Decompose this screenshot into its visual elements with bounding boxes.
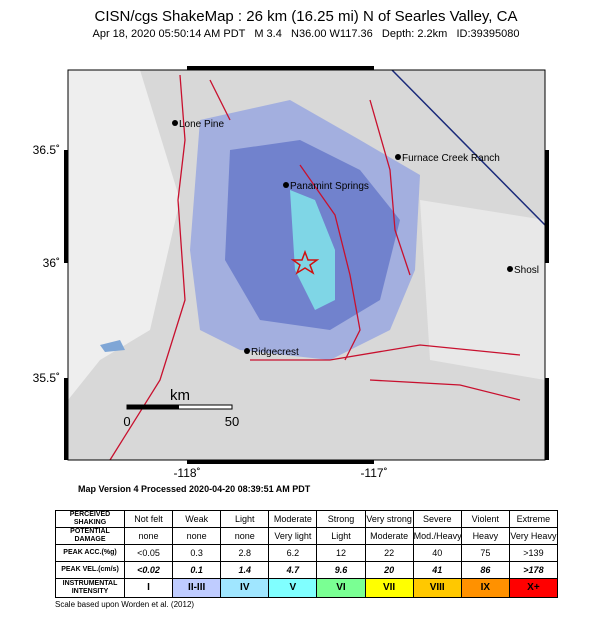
table-cell: 0.1 <box>172 561 222 579</box>
row-header: PERCEIVED SHAKING <box>55 510 125 528</box>
table-cell: none <box>220 527 270 545</box>
table-cell: Light <box>220 510 270 528</box>
scale-bar <box>127 405 179 409</box>
row-header: PEAK VEL.(cm/s) <box>55 561 125 579</box>
row-header: PEAK ACC.(%g) <box>55 544 125 562</box>
table-cell: 20 <box>364 561 414 579</box>
table-cell: IV <box>220 578 270 598</box>
table-cell: 1.4 <box>220 561 270 579</box>
table-cell: VII <box>364 578 414 598</box>
table-cell: VI <box>316 578 366 598</box>
table-cell: Severe <box>412 510 462 528</box>
map-version: Map Version 4 Processed 2020-04-20 08:39… <box>78 484 311 494</box>
table-cell: Extreme <box>508 510 559 528</box>
place-label: Furnace Creek Ranch <box>402 153 500 164</box>
table-cell: Strong <box>316 510 366 528</box>
place-label: Lone Pine <box>179 119 224 130</box>
table-cell: 4.7 <box>268 561 318 579</box>
place-marker <box>507 266 513 272</box>
scale-label: 50 <box>225 414 239 429</box>
footnote: Scale based upon Worden et al. (2012) <box>55 600 195 609</box>
shaking-core <box>290 190 335 310</box>
table-cell: Light <box>316 527 366 545</box>
table-cell: 6.2 <box>268 544 318 562</box>
row-header: POTENTIAL DAMAGE <box>55 527 125 545</box>
place-marker <box>244 348 250 354</box>
place-label: Panamint Springs <box>290 181 369 192</box>
place-marker <box>172 120 178 126</box>
table-cell: V <box>268 578 318 598</box>
terrain-light <box>420 200 545 380</box>
place-marker <box>395 154 401 160</box>
table-cell: 41 <box>412 561 462 579</box>
table-cell: Violent <box>460 510 510 528</box>
scale-unit: km <box>170 387 190 404</box>
table-cell: 9.6 <box>316 561 366 579</box>
subtitle: Apr 18, 2020 05:50:14 AM PDT M 3.4 N36.0… <box>92 28 520 40</box>
table-cell: 75 <box>460 544 510 562</box>
lat-tick-label: 36˚ <box>43 256 60 270</box>
terrain-light <box>68 70 180 400</box>
scale-label: 0 <box>123 414 130 429</box>
row-header: INSTRUMENTAL INTENSITY <box>55 578 125 598</box>
table-cell: none <box>172 527 222 545</box>
border <box>391 69 546 226</box>
table-cell: none <box>123 527 174 545</box>
table-cell: II-III <box>172 578 222 598</box>
table-cell: X+ <box>508 578 559 598</box>
table-row: POTENTIAL DAMAGE none none none Very light Li… <box>55 527 559 545</box>
table-row: PEAK VEL.(cm/s) <0.02 0.1 1.4 4.7 9.6 20 41 86 >1… <box>55 561 559 579</box>
lon-tick-label: -117˚ <box>360 466 387 480</box>
table-cell: 22 <box>364 544 414 562</box>
table-cell: <0.05 <box>123 544 174 562</box>
place-label: Shosl <box>514 265 539 276</box>
table-cell: Not felt <box>123 510 174 528</box>
table-cell: <0.02 <box>123 561 174 579</box>
table-cell: Very Heavy <box>508 527 559 545</box>
faults <box>109 74 521 461</box>
place-marker <box>283 182 289 188</box>
table-cell: >139 <box>508 544 559 562</box>
table-cell: Heavy <box>460 527 510 545</box>
table-cell: 2.8 <box>220 544 270 562</box>
lat-tick-label: 35.5˚ <box>33 371 60 385</box>
table-cell: Mod./Heavy <box>412 527 462 545</box>
map: 36.5˚ 36˚ 35.5˚ -118˚ -117˚ Lone Pine Furnace … <box>33 66 549 480</box>
intensity-table: PERCEIVED SHAKING Not felt Weak Light Modera… <box>55 510 559 598</box>
lon-tick-label: -118˚ <box>173 466 200 480</box>
table-cell: I <box>123 578 174 598</box>
lake <box>100 340 125 352</box>
table-cell: Moderate <box>268 510 318 528</box>
lat-tick-label: 36.5˚ <box>33 143 60 157</box>
table-cell: VIII <box>412 578 462 598</box>
table-row: INSTRUMENTAL INTENSITY I II-III IV V VI VII VII… <box>55 578 559 598</box>
table-cell: Weak <box>172 510 222 528</box>
table-cell: 12 <box>316 544 366 562</box>
table-cell: Very light <box>268 527 318 545</box>
table-row: PERCEIVED SHAKING Not felt Weak Light Modera… <box>55 510 559 528</box>
table-cell: >178 <box>508 561 559 579</box>
frame-ticks <box>64 66 549 464</box>
table-cell: Very strong <box>364 510 414 528</box>
epicenter <box>290 249 320 275</box>
place-label: Ridgecrest <box>251 347 299 358</box>
table-cell: IX <box>460 578 510 598</box>
title: CISN/cgs ShakeMap : 26 km (16.25 mi) N o… <box>94 8 518 25</box>
table-cell: 0.3 <box>172 544 222 562</box>
table-cell: Moderate <box>364 527 414 545</box>
table-cell: 86 <box>460 561 510 579</box>
table-cell: 40 <box>412 544 462 562</box>
table-row: PEAK ACC.(%g) <0.05 0.3 2.8 6.2 12 22 40 75 >139 <box>55 544 559 562</box>
